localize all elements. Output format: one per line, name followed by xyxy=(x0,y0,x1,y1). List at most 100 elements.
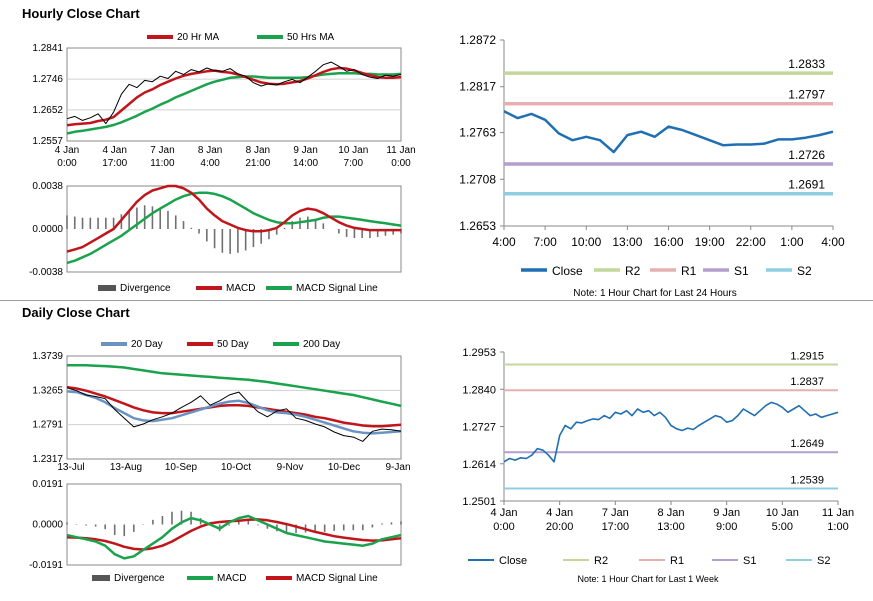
x-tick-label: 4:00 xyxy=(821,235,845,249)
level-s2-label: 1.2539 xyxy=(790,474,824,486)
x-tick-label: 13:00 xyxy=(657,521,685,533)
x-tick-label: 4 Jan xyxy=(491,507,518,519)
daily-section-title: Daily Close Chart xyxy=(22,305,130,320)
close-line xyxy=(503,401,839,463)
x-tick-label: 10-Sep xyxy=(165,462,198,473)
ma20-line xyxy=(66,66,402,127)
x-tick-label: 11:00 xyxy=(150,158,175,169)
ma50-line xyxy=(66,385,402,428)
x-tick-label: 4:00 xyxy=(492,235,516,249)
legend-close-label: Close xyxy=(552,264,583,278)
x-tick-label: 19:00 xyxy=(695,235,725,249)
y-tick-label: 1.2746 xyxy=(32,74,63,85)
close-line xyxy=(66,387,402,442)
x-tick-label: 4 Jan xyxy=(102,145,126,156)
signal-line xyxy=(66,191,402,265)
x-tick-label: 4 Jan xyxy=(546,507,573,519)
x-tick-label: 9 Jan xyxy=(293,145,317,156)
x-tick-label: 20:00 xyxy=(546,521,574,533)
ma50-line xyxy=(66,71,402,135)
y-tick-label: 1.2708 xyxy=(459,172,496,186)
x-tick-label: 7 Jan xyxy=(602,507,629,519)
section-divider xyxy=(0,300,873,301)
y-tick-label: 0.0000 xyxy=(32,520,63,531)
legend-divergence-label: Divergence xyxy=(120,283,171,294)
x-tick-label: 7 Jan xyxy=(150,145,174,156)
x-tick-label: 9 Jan xyxy=(713,507,740,519)
legend-s1-label: S1 xyxy=(743,555,756,567)
x-tick-label: 17:00 xyxy=(602,521,630,533)
legend-signal-label: MACD Signal Line xyxy=(296,283,378,294)
y-tick-label: 0.0191 xyxy=(32,479,63,490)
y-tick-label: 1.2840 xyxy=(462,384,496,396)
x-tick-label: 8 Jan xyxy=(198,145,222,156)
hourly-macd-frame xyxy=(66,185,402,273)
legend-r1-label: R1 xyxy=(670,555,684,567)
x-tick-label: 8 Jan xyxy=(658,507,685,519)
y-tick-label: 1.2317 xyxy=(32,454,63,465)
x-tick-label: 21:00 xyxy=(245,158,270,169)
x-tick-label: 8 Jan xyxy=(246,145,270,156)
legend-50day-label: 50 Day xyxy=(217,339,249,350)
x-tick-label: 7:00 xyxy=(533,235,557,249)
y-tick-label: 1.2501 xyxy=(462,496,496,508)
x-tick-label: 10 Jan xyxy=(766,507,799,519)
macd-line xyxy=(66,184,401,253)
legend-ma20-label: 20 Hr MA xyxy=(177,32,220,43)
level-r2-label: 1.2915 xyxy=(790,351,824,363)
x-tick-label: 9:00 xyxy=(716,521,737,533)
level-s2-label: 1.2691 xyxy=(788,178,825,192)
daily-note: Note: 1 Hour Chart for Last 1 Week xyxy=(578,574,719,584)
legend-divergence-label: Divergence xyxy=(114,573,165,584)
x-tick-label: 4:00 xyxy=(200,158,220,169)
close-line xyxy=(66,61,402,125)
y-tick-label: 1.2652 xyxy=(32,105,63,116)
hourly-note: Note: 1 Hour Chart for Last 24 Hours xyxy=(573,288,736,299)
x-tick-label: 10 Jan xyxy=(338,145,368,156)
legend-divergence-swatch xyxy=(98,285,116,291)
legend-divergence-swatch xyxy=(92,575,110,581)
x-tick-label: 16:00 xyxy=(653,235,683,249)
level-r1-label: 1.2797 xyxy=(788,88,825,102)
x-tick-label: 17:00 xyxy=(102,158,127,169)
x-tick-label: 13-Jul xyxy=(57,462,84,473)
x-tick-label: 22:00 xyxy=(736,235,766,249)
daily-macd-frame xyxy=(66,483,402,566)
x-tick-label: 9-Nov xyxy=(277,462,304,473)
y-tick-label: 0.0038 xyxy=(32,181,63,192)
y-tick-label: 1.2614 xyxy=(462,459,496,471)
hourly-price-frame xyxy=(66,47,402,142)
y-tick-label: -0.0038 xyxy=(29,267,63,278)
level-s1-label: 1.2649 xyxy=(790,438,824,450)
legend-signal-label: MACD Signal Line xyxy=(296,573,378,584)
x-tick-label: 11 Jan xyxy=(822,507,854,519)
x-tick-label: 9-Jan xyxy=(385,462,410,473)
y-tick-label: 1.2791 xyxy=(32,420,63,431)
macd-line xyxy=(66,514,402,560)
y-tick-label: 1.3265 xyxy=(32,385,63,396)
x-tick-label: 5:00 xyxy=(772,521,793,533)
legend-ma50-label: 50 Hrs MA xyxy=(287,32,335,43)
level-r2-label: 1.2833 xyxy=(788,57,825,71)
x-tick-label: 1:00 xyxy=(827,521,848,533)
y-tick-label: 1.2557 xyxy=(32,136,63,147)
y-tick-label: 1.2817 xyxy=(459,80,496,94)
legend-200day-label: 200 Day xyxy=(303,339,340,350)
x-tick-label: 0:00 xyxy=(391,158,411,169)
legend-s1-label: S1 xyxy=(734,264,749,278)
x-tick-label: 13-Aug xyxy=(110,462,142,473)
ma200-line xyxy=(67,364,402,408)
y-tick-label: 1.2841 xyxy=(32,43,63,54)
y-tick-label: -0.0191 xyxy=(29,560,63,571)
x-tick-label: 7:00 xyxy=(344,158,364,169)
x-tick-label: 10:00 xyxy=(571,235,601,249)
ma20-line xyxy=(66,390,402,435)
legend-r2-label: R2 xyxy=(594,555,608,567)
x-tick-label: 11 Jan xyxy=(386,145,415,156)
legend-s2-label: S2 xyxy=(797,264,812,278)
hourly-section-title: Hourly Close Chart xyxy=(22,6,140,21)
close-line xyxy=(503,110,834,154)
y-tick-label: 1.2727 xyxy=(462,422,496,434)
y-tick-label: 1.3739 xyxy=(32,351,63,362)
